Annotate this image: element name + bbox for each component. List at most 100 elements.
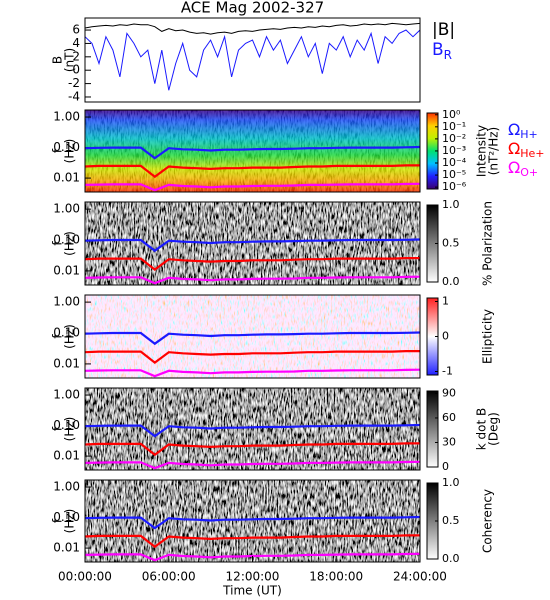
series-line (85, 145, 420, 160)
series-line (85, 423, 420, 438)
series-line (85, 534, 420, 549)
y-axis-label: f (51, 518, 65, 523)
colorbar-tick-label: 0.5 (442, 237, 460, 250)
colorbar-tick-label: 30 (442, 435, 456, 448)
x-tick-label: 18:00:00 (309, 570, 363, 584)
y-axis-label: (Hz) (63, 509, 77, 534)
y-axis-label: f (51, 426, 65, 431)
colorbar-label: % Polarization (481, 201, 495, 286)
series-line (85, 275, 420, 285)
colorbar-label: Coherency (481, 489, 495, 553)
colorbar-tick-label: 0 (442, 330, 449, 343)
y-axis-label: f (51, 148, 65, 153)
colorbar-tick-label: 10⁻² (442, 132, 466, 145)
colorbar-tick-label: 10⁻¹ (442, 120, 466, 133)
y-axis-label: (Hz) (63, 324, 77, 349)
y-tick-label: 0 (72, 63, 80, 77)
y-tick-label: 0.10 (53, 233, 80, 247)
legend-name: Ω (508, 158, 520, 177)
colorbar-tick-label: 0.0 (442, 552, 460, 565)
legend-entry: ΩHe+ (508, 139, 545, 161)
colorbar-tick-label: -1 (442, 365, 453, 378)
y-tick-label: 0.10 (53, 510, 80, 524)
y-tick-label: 1.00 (53, 295, 80, 309)
legend-subscript: He+ (520, 147, 544, 160)
chart-title: ACE Mag 2002-327 (181, 0, 324, 17)
colorbar-label: Ellipticity (481, 309, 495, 364)
legend-entry: |B| (432, 20, 455, 40)
y-tick-label: 2 (72, 49, 80, 63)
x-tick-label: 06:00:00 (142, 570, 196, 584)
series-line (85, 182, 420, 192)
legend-name: Ω (508, 139, 520, 158)
spectrogram (85, 295, 420, 378)
colorbar-label: Intensity (475, 125, 489, 177)
colorbar-tick-label: 10⁻⁶ (442, 180, 467, 193)
x-tick-label: 12:00:00 (226, 570, 280, 584)
y-tick-label: 0.10 (53, 418, 80, 432)
y-tick-label: 1.00 (53, 480, 80, 494)
spectrogram (85, 480, 420, 562)
series-line (85, 29, 420, 91)
y-tick-label: 0.01 (53, 171, 80, 185)
spectrogram-texture (85, 110, 420, 192)
y-tick-label: 1.00 (53, 110, 80, 124)
colorbar-label: (Deg) (487, 412, 501, 446)
colorbar-tick-label: 1.0 (442, 476, 460, 489)
colorbar-label: (nT²/Hz) (487, 127, 501, 175)
colorbar (426, 390, 439, 468)
plot-frame (84, 387, 421, 471)
y-axis-label: (Hz) (63, 139, 77, 164)
colorbar-tick-label: 0.0 (442, 275, 460, 288)
y-tick-label: 0.10 (53, 326, 80, 340)
plot-frame (84, 109, 421, 193)
legend-subscript: O+ (520, 166, 538, 179)
colorbar-tick-label: 1 (442, 295, 449, 308)
spectrogram (85, 202, 420, 285)
colorbar-tick-label: 90 (442, 386, 456, 399)
colorbar-label: k dot B (475, 408, 489, 450)
y-axis-label: (Hz) (63, 417, 77, 442)
colorbar-tick-label: 1.0 (442, 198, 460, 211)
legend-subscript: R (444, 48, 452, 62)
series-line (85, 331, 420, 346)
plot-frame (84, 17, 421, 103)
colorbar-tick-label: 60 (442, 411, 456, 424)
series-line (85, 238, 420, 253)
legend-entry: BR (432, 40, 452, 62)
x-tick-label: 24:00:00 (393, 570, 447, 584)
y-axis-label: (nT) (63, 48, 77, 72)
y-axis-label: f (51, 241, 65, 246)
x-axis-label: Time (UT) (222, 584, 282, 598)
spectrogram (85, 388, 420, 470)
y-axis-label: f (51, 334, 65, 339)
legend-entry: ΩH+ (508, 120, 538, 142)
legend-subscript: H+ (520, 128, 538, 141)
colorbar-tick-label: 10⁻⁴ (442, 156, 467, 169)
y-tick-label: 0.01 (53, 449, 80, 463)
legend-name: B (432, 40, 444, 60)
legend-name: Ω (508, 120, 520, 139)
plot-frame (84, 201, 421, 286)
y-tick-label: -4 (68, 89, 80, 103)
colorbar-tick-label: 0.5 (442, 514, 460, 527)
colorbar-tick-label: 0 (442, 460, 449, 473)
series-line (85, 257, 420, 271)
series-line (85, 22, 420, 35)
legend-entry: ΩO+ (508, 158, 538, 180)
series-line (85, 164, 420, 179)
y-tick-label: 0.01 (53, 263, 80, 277)
series-line (85, 368, 420, 378)
y-tick-label: 0.01 (53, 541, 80, 555)
y-tick-label: 1.00 (53, 388, 80, 402)
series-line (85, 515, 420, 530)
y-tick-label: 1.00 (53, 202, 80, 216)
y-tick-label: 6 (72, 23, 80, 37)
y-axis-label: B (51, 56, 65, 64)
y-axis-label: (Hz) (63, 231, 77, 256)
y-tick-label: -2 (68, 76, 80, 90)
legend-name: |B| (432, 20, 455, 40)
y-tick-label: 4 (72, 36, 80, 50)
colorbar-tick-label: 10⁰ (442, 108, 461, 121)
